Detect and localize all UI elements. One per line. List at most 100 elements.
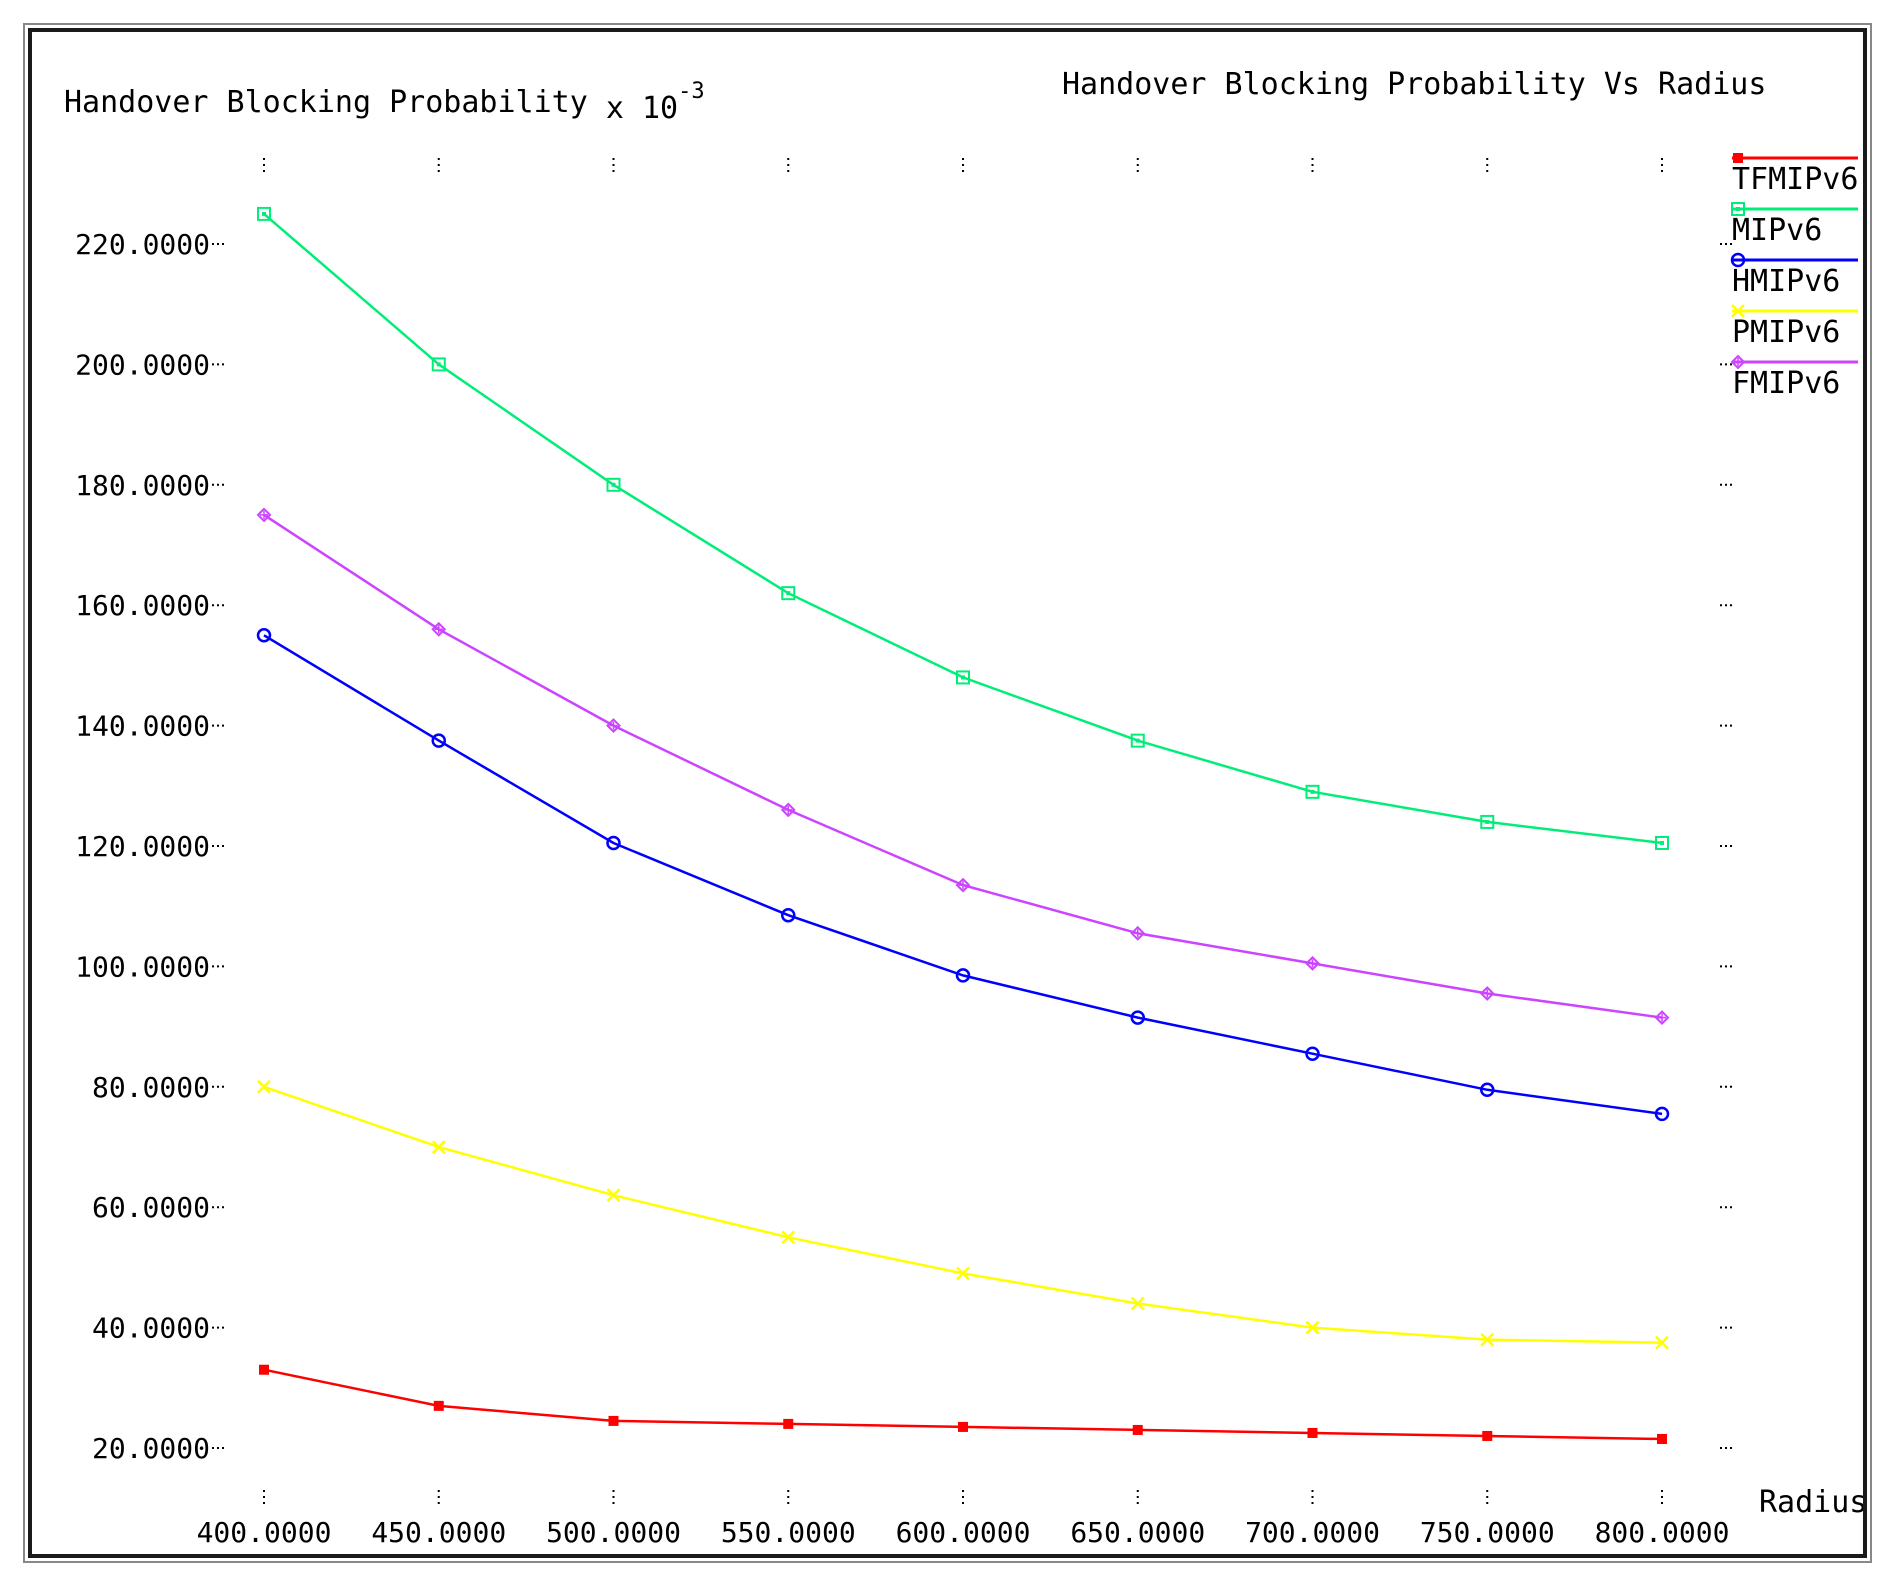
point-marker — [1305, 1046, 1320, 1061]
legend: TFMIPv6 MIPv6 HMIPv6 PMIPv6 FMIPv6 — [1730, 153, 1858, 401]
point-marker — [1479, 986, 1495, 1001]
data-point — [1655, 835, 1669, 850]
data-point — [1130, 733, 1145, 748]
point-marker — [1731, 304, 1745, 318]
point-marker — [956, 1266, 970, 1281]
point-marker — [956, 670, 970, 685]
data-point — [1654, 1010, 1670, 1025]
data-point — [433, 1400, 444, 1411]
data-point — [1733, 153, 1743, 163]
point-marker — [431, 1140, 446, 1154]
x-axis-label: Radius — [1759, 1485, 1863, 1520]
chart-title: Handover Blocking Probability Vs Radius — [1062, 67, 1766, 102]
point-marker — [1731, 202, 1745, 216]
x-tick-label: 600.0000 — [896, 1516, 1031, 1549]
point-marker — [955, 968, 971, 983]
data-point — [1730, 354, 1746, 370]
data-point — [781, 907, 796, 923]
point-marker — [606, 718, 621, 734]
point-marker — [1130, 1296, 1145, 1311]
point-marker — [1480, 814, 1495, 829]
data-point — [1130, 925, 1146, 941]
y-tick-label: 140.0000 — [75, 710, 210, 743]
series-line — [263, 634, 1663, 1116]
point-marker-center — [434, 625, 443, 634]
point-marker — [781, 586, 796, 601]
point-marker — [431, 357, 446, 372]
point-marker-center — [1658, 1013, 1666, 1022]
x-tick-label: 700.0000 — [1245, 1516, 1380, 1549]
legend-item-tfmipv6: TFMIPv6 — [1732, 153, 1858, 197]
legend-item-pmipv6: PMIPv6 — [1731, 304, 1858, 350]
x-tick-label: 550.0000 — [721, 1516, 856, 1549]
point-marker-center — [1734, 358, 1742, 366]
point-marker — [608, 1415, 619, 1426]
y-axis-label: Handover Blocking Probability x 10-3 — [64, 79, 705, 126]
data-point — [1305, 1046, 1320, 1061]
data-point — [781, 1230, 796, 1245]
legend-label: FMIPv6 — [1732, 366, 1840, 401]
point-marker-center — [784, 805, 793, 814]
data-point — [958, 1421, 968, 1432]
y-tick-label: 220.0000 — [75, 228, 210, 261]
point-marker — [1733, 153, 1743, 163]
data-point — [956, 670, 970, 685]
chart-frame: Handover Blocking Probability x 10-3 Han… — [23, 23, 1872, 1563]
legend-label: PMIPv6 — [1732, 315, 1840, 350]
point-marker — [1654, 1010, 1670, 1025]
point-marker-center — [1310, 789, 1315, 794]
data-point — [256, 628, 272, 643]
point-marker — [259, 1364, 269, 1375]
point-marker — [606, 835, 621, 851]
point-marker — [783, 1418, 794, 1429]
point-marker-center — [959, 881, 967, 890]
data-point — [1730, 252, 1746, 268]
point-marker — [431, 621, 447, 637]
point-marker — [1482, 1430, 1493, 1441]
series-line — [263, 212, 1663, 845]
point-marker — [1730, 354, 1746, 370]
point-marker — [1480, 1332, 1495, 1347]
data-point — [1130, 1010, 1145, 1025]
point-marker-center — [1133, 929, 1142, 938]
point-marker-center — [609, 721, 618, 730]
data-point — [955, 877, 971, 893]
point-marker-center — [1736, 207, 1740, 211]
data-point — [431, 357, 446, 372]
x-tick-label: 650.0000 — [1070, 1516, 1205, 1549]
point-marker — [781, 1230, 796, 1245]
data-point — [257, 1079, 271, 1094]
data-point — [1479, 986, 1495, 1001]
data-point — [1480, 1082, 1495, 1098]
point-marker — [1655, 1335, 1669, 1350]
y-tick-label: 200.0000 — [75, 348, 210, 381]
data-point — [259, 1364, 269, 1375]
point-marker — [433, 1400, 444, 1411]
point-marker-center — [961, 675, 965, 680]
y-tick-label: 100.0000 — [75, 950, 210, 983]
point-marker-center — [786, 591, 791, 596]
data-point — [431, 733, 446, 748]
data-point — [606, 835, 621, 851]
data-point — [1731, 304, 1745, 318]
x-tick-label: 450.0000 — [371, 1516, 506, 1549]
data-point — [783, 1418, 794, 1429]
point-marker — [1307, 1427, 1318, 1438]
point-marker — [1305, 784, 1320, 799]
point-marker — [256, 507, 272, 523]
legend-label: MIPv6 — [1732, 213, 1822, 248]
data-point — [1305, 784, 1320, 799]
legend-item-hmipv6: HMIPv6 — [1730, 252, 1858, 299]
point-marker-center — [1660, 840, 1664, 845]
data-point — [257, 206, 271, 221]
point-marker-center — [436, 362, 441, 367]
data-point — [956, 1266, 970, 1281]
y-tick-label: 40.0000 — [92, 1312, 210, 1345]
data-point — [431, 1140, 446, 1154]
series-line — [263, 1085, 1663, 1344]
data-point — [1130, 1296, 1145, 1311]
data-point — [606, 477, 621, 492]
point-marker — [958, 1421, 968, 1432]
point-marker — [1480, 1082, 1495, 1098]
point-marker — [1130, 1010, 1145, 1025]
